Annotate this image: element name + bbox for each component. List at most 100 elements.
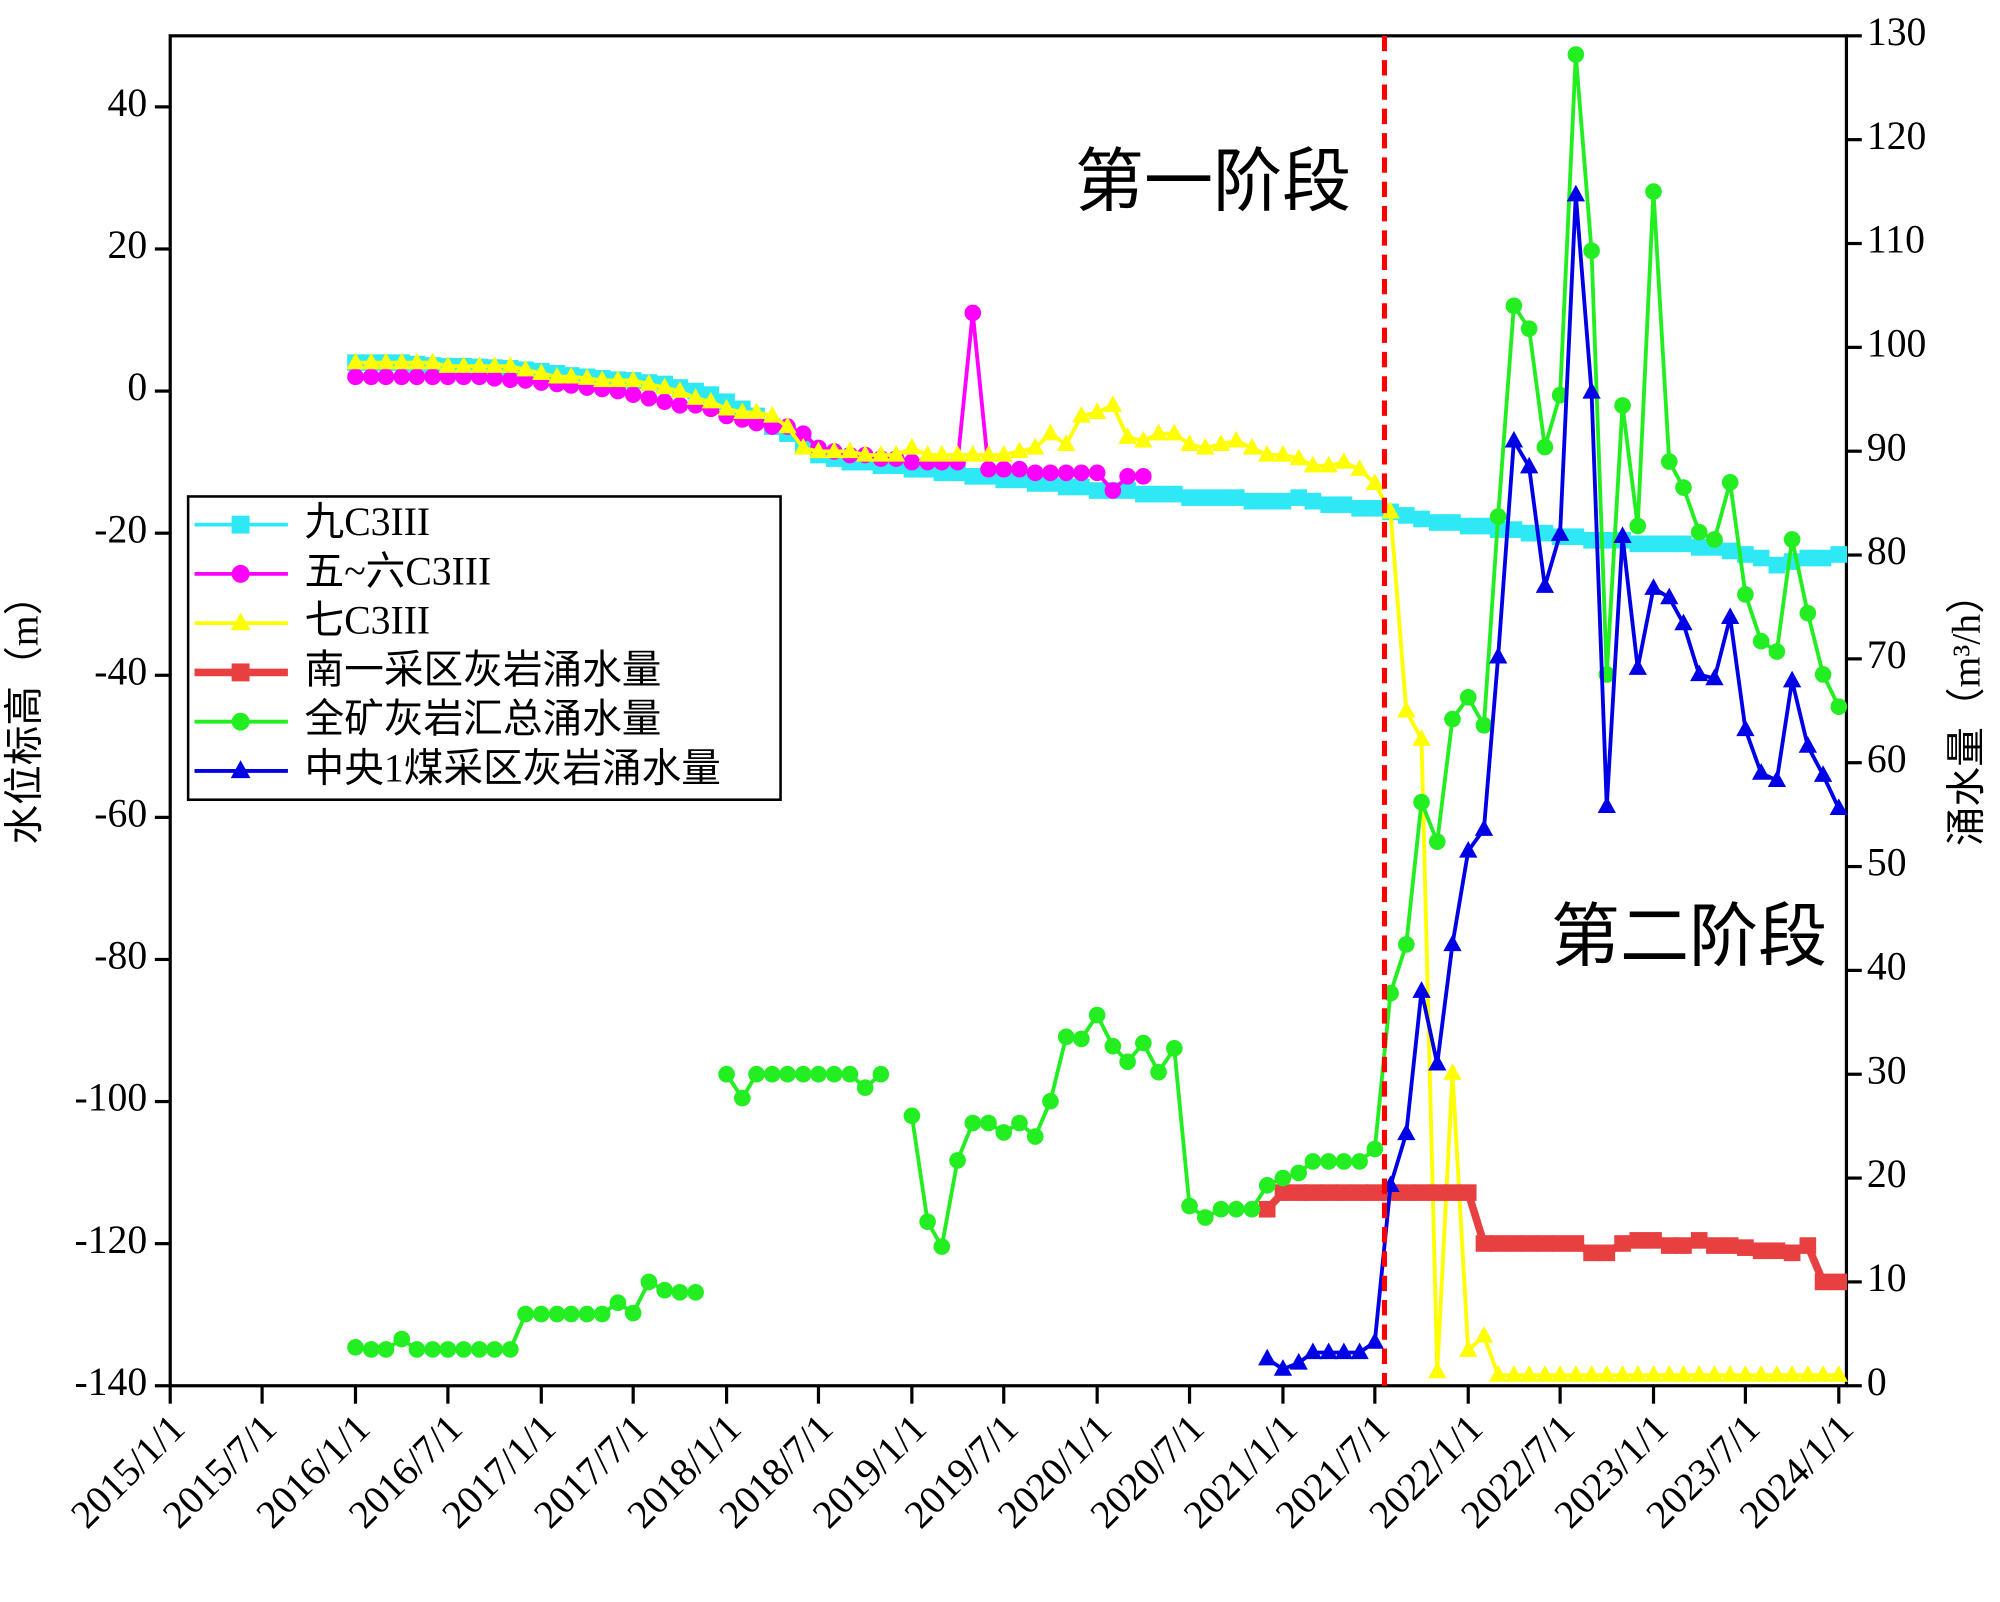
marker: [1645, 1232, 1662, 1249]
marker: [1721, 474, 1739, 491]
marker: [1180, 434, 1199, 452]
marker: [1520, 320, 1538, 337]
marker: [1705, 1365, 1724, 1382]
marker: [1073, 464, 1090, 482]
marker: [1057, 434, 1076, 452]
y2-tick-label: 60: [1867, 737, 1907, 781]
marker: [1118, 427, 1137, 444]
marker: [1135, 485, 1152, 503]
marker: [841, 1065, 859, 1083]
marker: [1397, 1184, 1415, 1201]
y-tick-label: -140: [74, 1360, 147, 1404]
y-axis-label: 水位标高（m）: [2, 576, 46, 845]
marker: [1381, 501, 1400, 519]
marker: [1319, 455, 1338, 473]
marker: [1829, 1365, 1848, 1382]
marker: [231, 663, 250, 682]
marker: [1196, 489, 1214, 506]
legend-label: 五~六C3III: [305, 549, 492, 593]
marker: [1227, 1200, 1245, 1218]
marker: [1690, 664, 1709, 682]
marker: [1011, 460, 1028, 478]
marker: [1799, 604, 1817, 622]
marker: [1799, 549, 1817, 567]
y2-tick-label: 90: [1867, 425, 1907, 469]
marker: [1583, 1244, 1600, 1262]
marker: [1320, 496, 1337, 514]
marker: [1428, 1184, 1446, 1201]
marker: [1768, 556, 1786, 574]
marker: [1181, 1197, 1198, 1215]
marker: [778, 416, 797, 434]
marker: [362, 352, 381, 370]
marker: [1274, 492, 1292, 510]
marker: [1351, 1184, 1368, 1201]
marker: [902, 437, 922, 455]
marker: [1767, 1365, 1787, 1382]
marker: [362, 1341, 380, 1358]
marker: [424, 1341, 441, 1358]
marker: [1211, 434, 1231, 452]
marker: [501, 356, 520, 373]
marker: [1290, 1164, 1308, 1182]
marker: [1675, 1237, 1692, 1254]
y2-tick-label: 110: [1867, 218, 1925, 262]
marker: [1489, 1235, 1507, 1252]
marker: [948, 445, 967, 462]
marker: [1520, 1365, 1539, 1382]
marker: [1443, 1063, 1462, 1080]
marker: [964, 468, 982, 485]
marker: [1629, 517, 1647, 535]
marker: [1258, 1177, 1276, 1194]
marker: [918, 445, 937, 462]
marker: [562, 1305, 580, 1323]
marker: [1674, 1365, 1693, 1382]
marker: [1397, 936, 1415, 953]
marker: [1057, 464, 1075, 482]
marker: [1444, 1184, 1461, 1201]
y2-tick-label: 20: [1867, 1152, 1907, 1196]
marker: [1660, 453, 1678, 470]
marker: [1690, 1232, 1708, 1249]
marker: [686, 388, 705, 405]
marker: [794, 1065, 812, 1083]
marker: [1489, 646, 1508, 664]
marker: [376, 352, 396, 370]
marker: [1289, 448, 1308, 466]
marker: [1459, 840, 1478, 858]
marker: [532, 363, 551, 380]
marker: [810, 1065, 827, 1083]
marker: [1243, 1200, 1261, 1218]
marker: [794, 425, 812, 443]
marker: [1258, 492, 1276, 510]
marker: [470, 356, 489, 373]
marker: [717, 398, 736, 416]
marker: [779, 1065, 796, 1083]
marker: [1459, 1184, 1477, 1201]
marker: [1751, 1365, 1771, 1382]
marker: [1598, 1244, 1616, 1262]
marker: [1752, 549, 1770, 567]
marker: [1597, 796, 1616, 813]
marker: [1444, 514, 1461, 531]
marker: [377, 368, 395, 386]
marker: [1072, 405, 1091, 423]
marker: [1397, 1123, 1416, 1141]
marker: [1768, 1242, 1786, 1260]
marker: [532, 1305, 550, 1323]
marker: [980, 460, 997, 478]
marker: [1227, 489, 1245, 506]
y-tick-label: -100: [74, 1076, 147, 1120]
marker: [1165, 423, 1184, 441]
marker: [1566, 184, 1586, 202]
y-tick-label: -120: [74, 1218, 147, 1262]
marker: [517, 1305, 534, 1323]
series: [1258, 1184, 1848, 1291]
y2-tick-label: 80: [1867, 529, 1907, 573]
marker: [1149, 423, 1168, 441]
marker: [609, 1294, 627, 1312]
marker: [230, 760, 251, 779]
marker: [1505, 1235, 1523, 1252]
marker: [932, 445, 951, 462]
